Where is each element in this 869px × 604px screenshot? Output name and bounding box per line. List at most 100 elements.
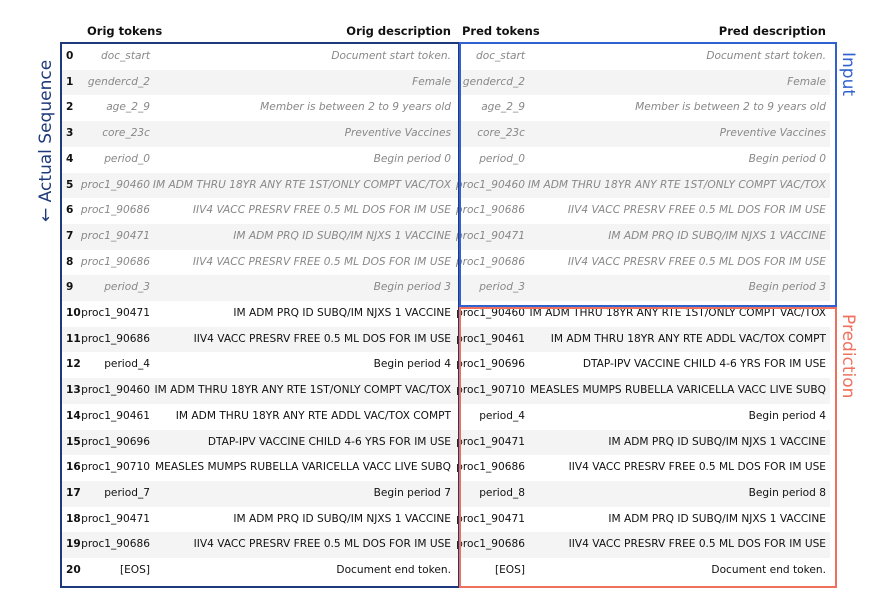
table-row: 4 period_0 Begin period 0 period_0 Begin per…: [62, 147, 830, 173]
orig-description: IIV4 VACC PRESRV FREE 0.5 ML DOS FOR IM …: [192, 255, 451, 268]
pred-token: proc1_90686: [456, 461, 525, 474]
pred-description: IIV4 VACC PRESRV FREE 0.5 ML DOS FOR IM …: [568, 461, 826, 474]
pred-description: Document start token.: [706, 50, 826, 62]
pred-description: MEASLES MUMPS RUBELLA VARICELLA VACC LIV…: [529, 384, 826, 397]
row-index: 14: [66, 409, 81, 422]
orig-token: proc1_90471: [80, 229, 150, 242]
orig-token: proc1_90460: [80, 178, 150, 191]
table-row: 13 proc1_90460 IM ADM THRU 18YR ANY RTE 1S…: [62, 378, 830, 404]
table-row: 11 proc1_90686 IIV4 VACC PRESRV FREE 0.5 M…: [62, 326, 830, 353]
orig-description: IM ADM THRU 18YR ANY RTE 1ST/ONLY COMPT …: [152, 178, 451, 191]
orig-token: period_4: [104, 358, 150, 371]
orig-description: Begin period 0: [373, 152, 451, 165]
pred-description: IM ADM PRQ ID SUBQ/IM NJXS 1 VACCINE: [608, 229, 826, 242]
actual-sequence-label: ← Actual Sequence: [36, 59, 56, 222]
orig-description: Document start token.: [331, 50, 451, 62]
pred-description: DTAP-IPV VACCINE CHILD 4-6 YRS FOR IM US…: [582, 358, 826, 371]
orig-description: IIV4 VACC PRESRV FREE 0.5 ML DOS FOR IM …: [192, 204, 451, 217]
pred-description: IM ADM THRU 18YR ANY RTE ADDL VAC/TOX CO…: [550, 332, 826, 345]
orig-token: proc1_90686: [80, 255, 150, 268]
pred-token: [EOS]: [494, 564, 525, 576]
table-row: 9 period_3 Begin period 3 period_3 Begin per…: [62, 275, 830, 301]
table-row: 5 proc1_90460 IM ADM THRU 18YR ANY RTE 1ST…: [62, 172, 830, 199]
pred-description: Preventive Vaccines: [719, 127, 826, 140]
pred-description: IM ADM THRU 18YR ANY RTE 1ST/ONLY COMPT …: [527, 178, 826, 191]
orig-token: proc1_90686: [80, 204, 150, 217]
pred-token: period_8: [479, 486, 525, 499]
orig-description: Female: [412, 75, 451, 88]
pred-token: proc1_90696: [456, 358, 525, 371]
table-row: 3 core_23c Preventive Vaccines core_23c Prev…: [62, 121, 830, 147]
header-pred-description: Pred description: [718, 24, 826, 38]
orig-token: proc1_90710: [81, 461, 150, 474]
orig-description: Begin period 3: [373, 281, 451, 294]
table-row: 6 proc1_90686 IIV4 VACC PRESRV FREE 0.5 ML…: [62, 198, 830, 224]
pred-description: Begin period 0: [748, 152, 826, 165]
orig-token: proc1_90686: [81, 332, 150, 345]
table-row: 7 proc1_90471 IM ADM PRQ ID SUBQ/IM NJXS 1…: [62, 223, 830, 250]
prediction-box: [459, 307, 837, 588]
pred-description: IIV4 VACC PRESRV FREE 0.5 ML DOS FOR IM …: [567, 204, 826, 217]
pred-token: period_4: [479, 409, 525, 422]
row-index: 5: [66, 178, 74, 191]
row-index: 4: [66, 152, 74, 165]
pred-description: IIV4 VACC PRESRV FREE 0.5 ML DOS FOR IM …: [568, 538, 826, 551]
pred-description: Begin period 3: [748, 281, 826, 294]
row-index: 2: [66, 101, 74, 114]
orig-description: IIV4 VACC PRESRV FREE 0.5 ML DOS FOR IM …: [193, 332, 451, 345]
orig-token: proc1_90686: [81, 538, 150, 551]
row-index: 9: [66, 281, 74, 294]
pred-token: proc1_90686: [455, 204, 525, 217]
table-row: 15 proc1_90696 DTAP-IPV VACCINE CHILD 4-6 …: [62, 429, 830, 456]
pred-token: gendercd_2: [462, 75, 525, 88]
row-index: 19: [66, 538, 81, 551]
input-box: [459, 42, 837, 307]
orig-description: IM ADM PRQ ID SUBQ/IM NJXS 1 VACCINE: [233, 307, 451, 319]
row-index: 0: [66, 50, 74, 62]
orig-description: Document end token.: [336, 564, 451, 576]
orig-description: DTAP-IPV VACCINE CHILD 4-6 YRS FOR IM US…: [207, 435, 451, 448]
orig-description: Begin period 4: [373, 358, 451, 371]
pred-description: IIV4 VACC PRESRV FREE 0.5 ML DOS FOR IM …: [567, 255, 826, 268]
table-row: 18 proc1_90471 IM ADM PRQ ID SUBQ/IM NJXS …: [62, 507, 830, 533]
row-index: 16: [66, 461, 81, 474]
header-orig-tokens: Orig tokens: [87, 24, 163, 38]
actual-sequence-box: [60, 42, 460, 588]
pred-token: proc1_90710: [456, 384, 525, 397]
pred-token: proc1_90471: [455, 229, 525, 242]
pred-token: proc1_90460: [455, 178, 525, 191]
row-index: 18: [66, 512, 81, 525]
orig-token: proc1_90471: [81, 512, 150, 525]
orig-description: Begin period 7: [373, 486, 451, 499]
row-index: 13: [66, 384, 81, 397]
pred-description: IM ADM THRU 18YR ANY RTE 1ST/ONLY COMPT …: [529, 307, 826, 319]
row-index: 11: [66, 332, 81, 345]
pred-token: core_23c: [477, 127, 525, 140]
orig-description: Preventive Vaccines: [344, 127, 451, 140]
table-row: 12 period_4 Begin period 4 proc1_90696 DTAP-…: [62, 352, 830, 378]
row-index: 20: [66, 564, 81, 576]
row-index: 17: [66, 486, 81, 499]
row-index: 12: [66, 358, 81, 371]
pred-description: Member is between 2 to 9 years old: [635, 101, 826, 114]
table-row: 14 proc1_90461 IM ADM THRU 18YR ANY RTE AD…: [62, 404, 830, 430]
pred-token: proc1_90686: [455, 255, 525, 268]
input-label: Input: [838, 52, 858, 97]
table-row: 2 age_2_9 Member is between 2 to 9 years o…: [62, 95, 830, 121]
table-row: 10 proc1_90471 IM ADM PRQ ID SUBQ/IM NJXS …: [62, 301, 830, 327]
row-index: 15: [66, 435, 81, 448]
pred-description: Female: [787, 75, 826, 88]
row-index: 7: [66, 229, 74, 242]
table-row: 1 gendercd_2 Female gendercd_2 Female: [62, 69, 830, 96]
table-row: 16 proc1_90710 MEASLES MUMPS RUBELLA VARIC…: [62, 455, 830, 481]
orig-description: IM ADM PRQ ID SUBQ/IM NJXS 1 VACCINE: [233, 229, 451, 242]
row-index: 8: [66, 255, 74, 268]
table-row: 0 doc_start Document start token. doc_start…: [62, 44, 830, 70]
row-index: 3: [66, 127, 74, 140]
orig-token: period_3: [104, 281, 150, 294]
orig-token: gendercd_2: [87, 75, 150, 88]
orig-token: period_0: [104, 152, 150, 165]
pred-token: proc1_90471: [456, 435, 525, 448]
pred-token: proc1_90686: [456, 538, 525, 551]
